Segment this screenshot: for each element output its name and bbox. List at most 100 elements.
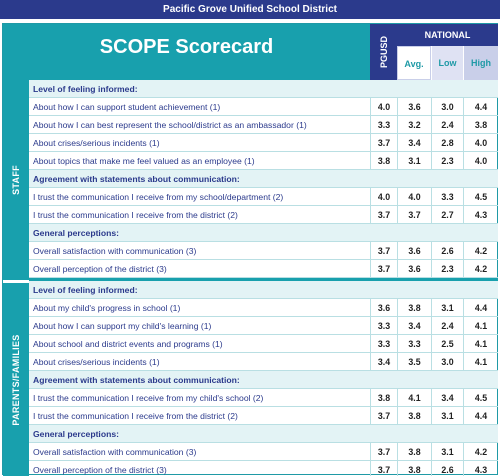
group-heading: Level of feeling informed: [33,285,138,295]
national-avg-value: 3.7 [397,206,431,224]
table-row: Overall satisfaction with communication … [29,443,498,461]
header-pgusd: PGUSD [370,24,397,80]
national-avg-value: 3.8 [397,461,431,476]
group-heading: Agreement with statements about communic… [33,375,240,385]
national-low-value: 2.3 [431,152,463,170]
national-low-value: 2.8 [431,134,463,152]
row-label: I trust the communication I receive from… [33,411,238,421]
pgusd-value: 3.7 [370,134,397,152]
national-low-value: 2.7 [431,206,463,224]
national-high-value: 4.5 [463,389,498,407]
national-low-value: 2.4 [431,317,463,335]
national-avg-value: 3.6 [397,98,431,116]
table-row: About crises/serious incidents (1) 3.4 3.5… [29,353,498,371]
group-heading: Level of feeling informed: [33,84,138,94]
national-avg-value: 4.1 [397,389,431,407]
national-high-value: 4.0 [463,134,498,152]
table-row: Overall perception of the district (3) 3.… [29,260,498,278]
table-row: I trust the communication I receive from… [29,407,498,425]
pgusd-value: 3.3 [370,335,397,353]
header-low: Low [431,46,463,80]
table-row: About crises/serious incidents (1) 3.7 3.4… [29,134,498,152]
national-avg-value: 3.5 [397,353,431,371]
national-low-value: 2.5 [431,335,463,353]
group-heading: General perceptions: [33,228,119,238]
national-high-value: 4.2 [463,443,498,461]
national-high-value: 4.4 [463,407,498,425]
row-label: Overall satisfaction with communication … [33,447,197,457]
group-heading: Agreement with statements about communic… [33,174,240,184]
table-row: Overall perception of the district (3) 3.… [29,461,498,476]
row-label: Overall satisfaction with communication … [33,246,197,256]
national-low-value: 2.3 [431,260,463,278]
group-heading: General perceptions: [33,429,119,439]
row-label: About topics that make me feel valued as… [33,156,255,166]
header-high: High [463,46,498,80]
table-row: About how I can best represent the schoo… [29,116,498,134]
row-label: About how I can support student achievem… [33,102,221,112]
pgusd-value: 3.7 [370,461,397,476]
row-label: About school and district events and pro… [33,339,223,349]
group-heading-row: Level of feeling informed: [29,281,498,299]
group-heading-row: Agreement with statements about communic… [29,371,498,389]
national-high-value: 4.0 [463,152,498,170]
table-row: About my child's progress in school (1) 3… [29,299,498,317]
national-low-value: 3.4 [431,389,463,407]
national-low-value: 3.1 [431,299,463,317]
pgusd-value: 3.7 [370,407,397,425]
pgusd-value: 4.0 [370,98,397,116]
pgusd-value: 3.7 [370,242,397,260]
national-high-value: 4.5 [463,188,498,206]
national-high-value: 4.4 [463,98,498,116]
national-low-value: 3.1 [431,407,463,425]
national-high-value: 4.4 [463,299,498,317]
pgusd-value: 3.7 [370,260,397,278]
pgusd-value: 3.8 [370,152,397,170]
national-low-value: 3.3 [431,188,463,206]
row-label: About crises/serious incidents (1) [33,357,160,367]
row-label: About how I can support my child's learn… [33,321,212,331]
pgusd-value: 3.7 [370,206,397,224]
national-high-value: 4.2 [463,260,498,278]
pgusd-value: 3.8 [370,389,397,407]
national-low-value: 2.6 [431,461,463,476]
pgusd-value: 3.3 [370,317,397,335]
national-high-value: 4.1 [463,317,498,335]
table-body: Level of feeling informed: About how I ca… [29,80,498,476]
national-avg-value: 3.8 [397,407,431,425]
pgusd-value: 3.4 [370,353,397,371]
table-row: About how I can support student achievem… [29,98,498,116]
national-low-value: 3.0 [431,353,463,371]
national-high-value: 4.1 [463,353,498,371]
group-heading-row: Level of feeling informed: [29,80,498,98]
national-high-value: 4.3 [463,206,498,224]
national-avg-value: 3.4 [397,317,431,335]
pgusd-value: 3.7 [370,443,397,461]
section-label-parents: PARENTS/FAMILIES [3,283,29,476]
table-row: Overall satisfaction with communication … [29,242,498,260]
national-low-value: 3.1 [431,443,463,461]
table-row: About school and district events and pro… [29,335,498,353]
row-label: About how I can best represent the schoo… [33,120,307,130]
national-low-value: 2.4 [431,116,463,134]
table-row: I trust the communication I receive from… [29,188,498,206]
national-avg-value: 3.6 [397,260,431,278]
section-gap [29,278,498,281]
scorecard-title: SCOPE Scorecard [99,36,274,58]
row-label: Overall perception of the district (3) [33,465,167,475]
table-row: About topics that make me feel valued as… [29,152,498,170]
header-national: NATIONAL [397,24,498,46]
national-high-value: 4.3 [463,461,498,476]
row-label: I trust the communication I receive from… [33,210,238,220]
national-avg-value: 3.2 [397,116,431,134]
scorecard-table: SCOPE Scorecard PGUSD NATIONAL Avg. Low … [2,23,498,476]
national-high-value: 4.2 [463,242,498,260]
national-low-value: 3.0 [431,98,463,116]
national-avg-value: 3.8 [397,299,431,317]
section-label-staff: STAFF [3,80,29,280]
national-avg-value: 3.1 [397,152,431,170]
pgusd-value: 3.3 [370,116,397,134]
group-heading-row: Agreement with statements about communic… [29,170,498,188]
national-low-value: 2.6 [431,242,463,260]
national-avg-value: 3.8 [397,443,431,461]
